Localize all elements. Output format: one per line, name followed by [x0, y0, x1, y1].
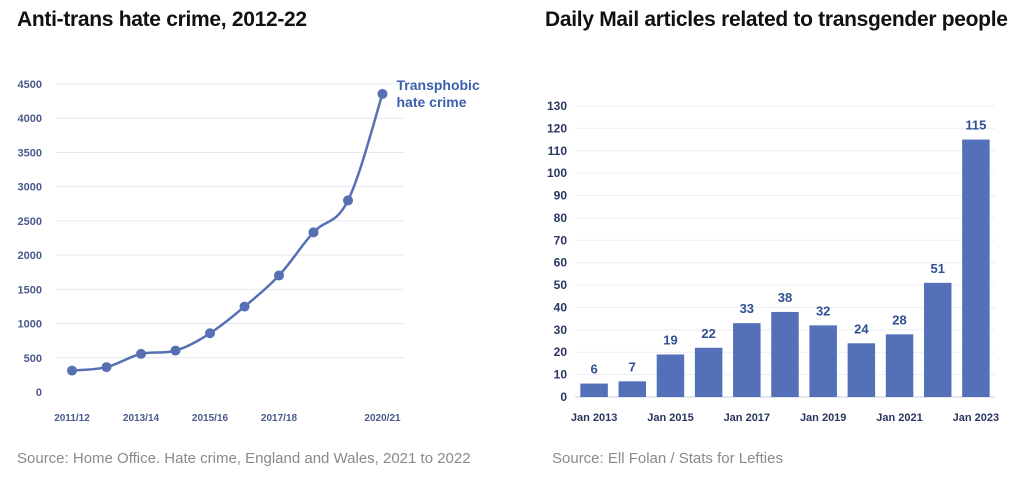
bar-value-label: 38 [778, 290, 792, 305]
article-count-bar [885, 334, 914, 397]
left-y-tick-label: 3500 [18, 147, 42, 159]
left-x-tick-label: 2020/21 [364, 413, 401, 424]
bar-value-label: 33 [740, 301, 754, 316]
line-data-point [239, 301, 250, 312]
left-y-tick-label: 4000 [18, 113, 42, 125]
article-count-bar [580, 383, 608, 397]
left-x-tick-label: 2013/14 [123, 413, 160, 424]
right-x-tick-label: Jan 2013 [571, 412, 617, 424]
right-y-tick-label: 50 [554, 278, 568, 292]
right-y-tick-label: 60 [554, 256, 568, 270]
right-chart-title: Daily Mail articles related to transgend… [545, 8, 1008, 31]
left-y-tick-label: 2500 [18, 216, 42, 228]
right-x-tick-label: Jan 2015 [647, 412, 693, 424]
left-y-tick-label: 2000 [18, 250, 42, 262]
article-count-bar [733, 323, 761, 397]
line-data-point [343, 195, 353, 206]
bar-value-label: 32 [816, 303, 830, 318]
right-y-tick-label: 20 [554, 345, 568, 359]
left-y-tick-label: 0 [36, 387, 42, 399]
left-x-tick-label: 2011/12 [54, 413, 90, 424]
right-x-tick-label: Jan 2019 [800, 412, 846, 424]
line-data-point [101, 362, 112, 373]
right-y-tick-label: 110 [548, 144, 568, 158]
bar-value-label: 7 [629, 359, 636, 374]
right-y-tick-label: 90 [554, 189, 568, 203]
series-annotation-label: hate crime [397, 94, 467, 110]
left-y-tick-label: 3000 [18, 182, 42, 194]
right-y-tick-label: 100 [547, 166, 567, 180]
line-data-point [274, 270, 284, 281]
article-count-bar [618, 381, 647, 397]
right-y-tick-label: 120 [547, 121, 567, 135]
bar-value-label: 24 [854, 321, 869, 336]
right-y-tick-label: 80 [554, 211, 568, 225]
right-y-tick-label: 0 [560, 390, 567, 404]
right-y-tick-label: 70 [554, 233, 568, 247]
right-y-tick-label: 10 [554, 368, 568, 382]
left-y-tick-label: 1500 [18, 284, 42, 296]
bar-value-label: 115 [965, 118, 986, 133]
series-annotation-label: Transphobic [397, 77, 480, 93]
left-y-tick-label: 500 [24, 353, 42, 365]
line-data-point [377, 88, 388, 99]
left-chart-source: Source: Home Office. Hate crime, England… [17, 450, 471, 467]
article-count-bar [694, 347, 723, 397]
article-count-bar [656, 354, 685, 397]
right-y-tick-label: 30 [554, 323, 568, 337]
left-y-tick-label: 1000 [18, 319, 42, 331]
right-x-tick-label: Jan 2021 [876, 412, 922, 424]
article-count-bar [847, 343, 876, 397]
line-data-point [136, 348, 146, 359]
hate-crime-line-chart: 0 500 1000 1500 2000 2500 3000 3500 4000 4500 2011… [18, 77, 480, 424]
right-x-tick-label: Jan 2017 [724, 412, 770, 424]
daily-mail-bar-chart: 0 10 20 30 40 50 60 70 80 90 100 110 120 130 6 7 19 22 33 3… [547, 99, 999, 424]
line-data-point [67, 365, 77, 376]
right-y-tick-label: 40 [554, 300, 568, 314]
transphobic-hate-crime-line [71, 93, 384, 372]
line-data-point [308, 227, 319, 238]
article-count-bar [923, 282, 952, 397]
right-chart-source: Source: Ell Folan / Stats for Lefties [552, 450, 783, 467]
left-x-tick-label: 2015/16 [192, 413, 229, 424]
left-y-tick-label: 4500 [18, 79, 42, 91]
line-data-point [170, 345, 181, 356]
article-count-bar [771, 311, 799, 397]
article-count-bar [962, 139, 990, 398]
bar-value-label: 51 [930, 261, 944, 276]
line-data-point [205, 328, 215, 339]
left-chart-title: Anti-trans hate crime, 2012-22 [17, 8, 307, 31]
article-count-bar [809, 325, 837, 397]
bar-value-label: 19 [663, 332, 677, 347]
right-y-tick-label: 130 [547, 99, 567, 113]
bar-value-label: 28 [892, 312, 906, 327]
bar-value-label: 6 [590, 362, 597, 377]
right-x-tick-label: Jan 2023 [953, 412, 999, 424]
bar-value-label: 22 [701, 326, 715, 341]
left-x-tick-label: 2017/18 [261, 413, 298, 424]
